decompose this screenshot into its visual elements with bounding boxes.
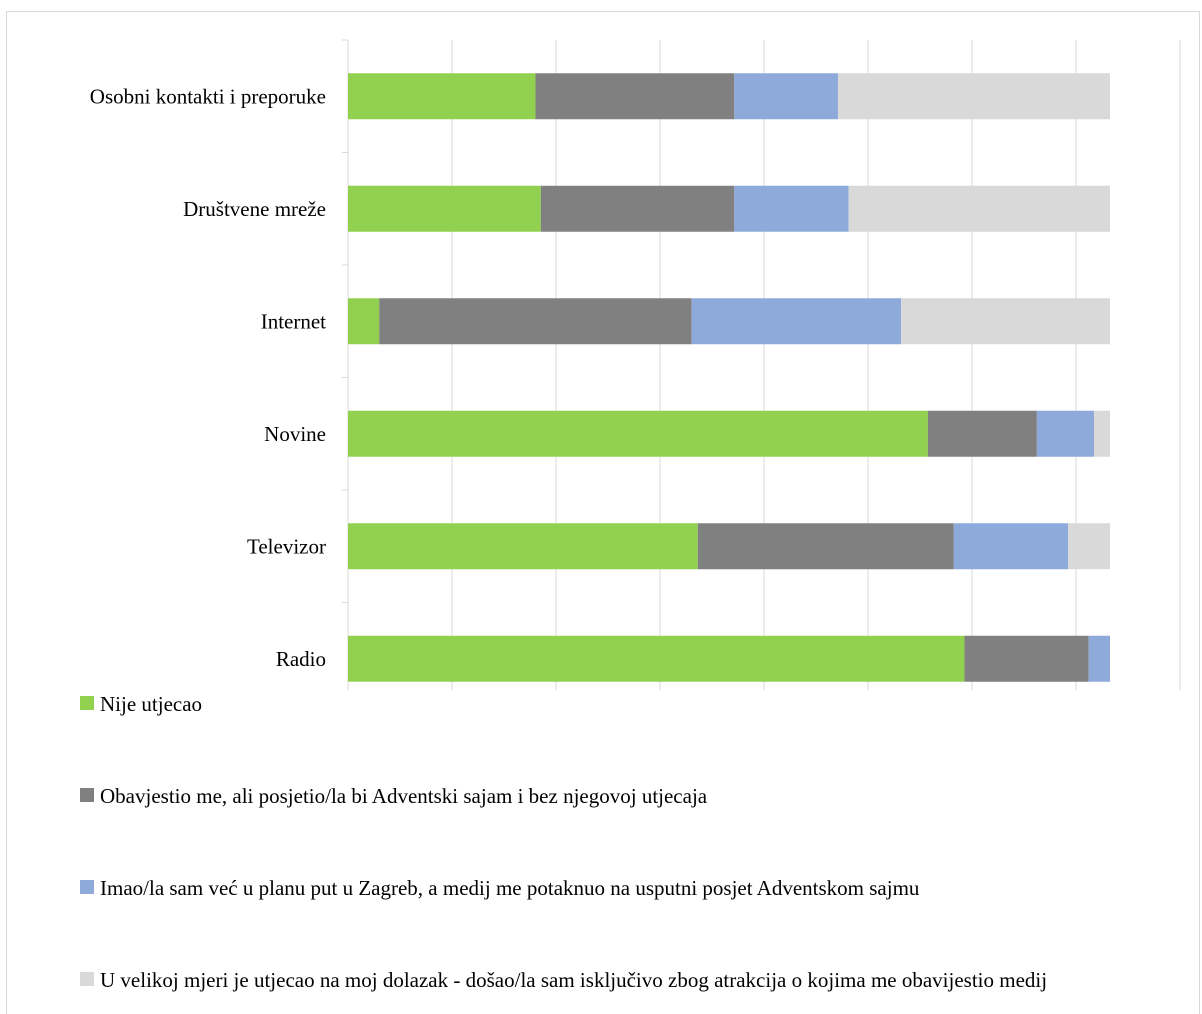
bar-segment bbox=[964, 635, 1089, 682]
legend-swatch bbox=[80, 880, 94, 894]
bar-segment bbox=[1093, 410, 1110, 457]
legend-label: U velikoj mjeri je utjecao na moj dolaza… bbox=[100, 968, 1048, 992]
bars bbox=[348, 73, 1110, 682]
category-labels: Osobni kontakti i preporuke Društvene mre… bbox=[90, 84, 326, 671]
bar-segment bbox=[691, 298, 902, 345]
legend-swatch bbox=[80, 972, 94, 986]
bar-segment bbox=[348, 635, 965, 682]
bar-segment bbox=[734, 185, 849, 232]
category-label: Novine bbox=[264, 422, 326, 446]
bar-segment bbox=[848, 185, 1110, 232]
bar-segment bbox=[953, 523, 1069, 570]
bar-segment bbox=[1068, 523, 1110, 570]
bar-segment bbox=[348, 298, 380, 345]
category-label: Radio bbox=[276, 647, 326, 671]
bar-segment bbox=[1036, 410, 1094, 457]
stacked-bar-chart: Osobni kontakti i preporuke Društvene mre… bbox=[90, 39, 1181, 690]
bar-segment bbox=[927, 410, 1037, 457]
bar-segment bbox=[348, 185, 541, 232]
bar-segment bbox=[379, 298, 692, 345]
category-label: Internet bbox=[261, 309, 326, 333]
legend-label: Obavjestio me, ali posjetio/la bi Advent… bbox=[100, 784, 708, 808]
legend-swatch bbox=[80, 696, 94, 710]
bar-segment bbox=[901, 298, 1110, 345]
gridlines bbox=[342, 39, 1181, 690]
category-label: Osobni kontakti i preporuke bbox=[90, 84, 326, 108]
bar-segment bbox=[348, 523, 698, 570]
bar-segment bbox=[348, 410, 928, 457]
legend-item-nije-utjecao: Nije utjecao bbox=[80, 690, 202, 718]
legend-item-imao-la-sam: Imao/la sam već u planu put u Zagreb, a … bbox=[80, 874, 919, 902]
legend-item-u-velikoj-mjeri: U velikoj mjeri je utjecao na moj dolaza… bbox=[80, 966, 1100, 994]
chart-frame bbox=[6, 11, 1200, 1014]
legend-item-obavjestio-me: Obavjestio me, ali posjetio/la bi Advent… bbox=[80, 782, 707, 810]
bar-segment bbox=[348, 73, 536, 120]
bar-segment bbox=[540, 185, 735, 232]
bar-segment bbox=[535, 73, 735, 120]
category-label: Društvene mreže bbox=[183, 197, 326, 221]
bar-segment bbox=[697, 523, 954, 570]
legend-swatch bbox=[80, 788, 94, 802]
bar-segment bbox=[837, 73, 1110, 120]
category-label: Televizor bbox=[247, 534, 326, 558]
legend-label: Nije utjecao bbox=[100, 692, 203, 716]
legend-label: Imao/la sam već u planu put u Zagreb, a … bbox=[100, 876, 920, 900]
bar-segment bbox=[1088, 635, 1110, 682]
bar-segment bbox=[734, 73, 838, 120]
